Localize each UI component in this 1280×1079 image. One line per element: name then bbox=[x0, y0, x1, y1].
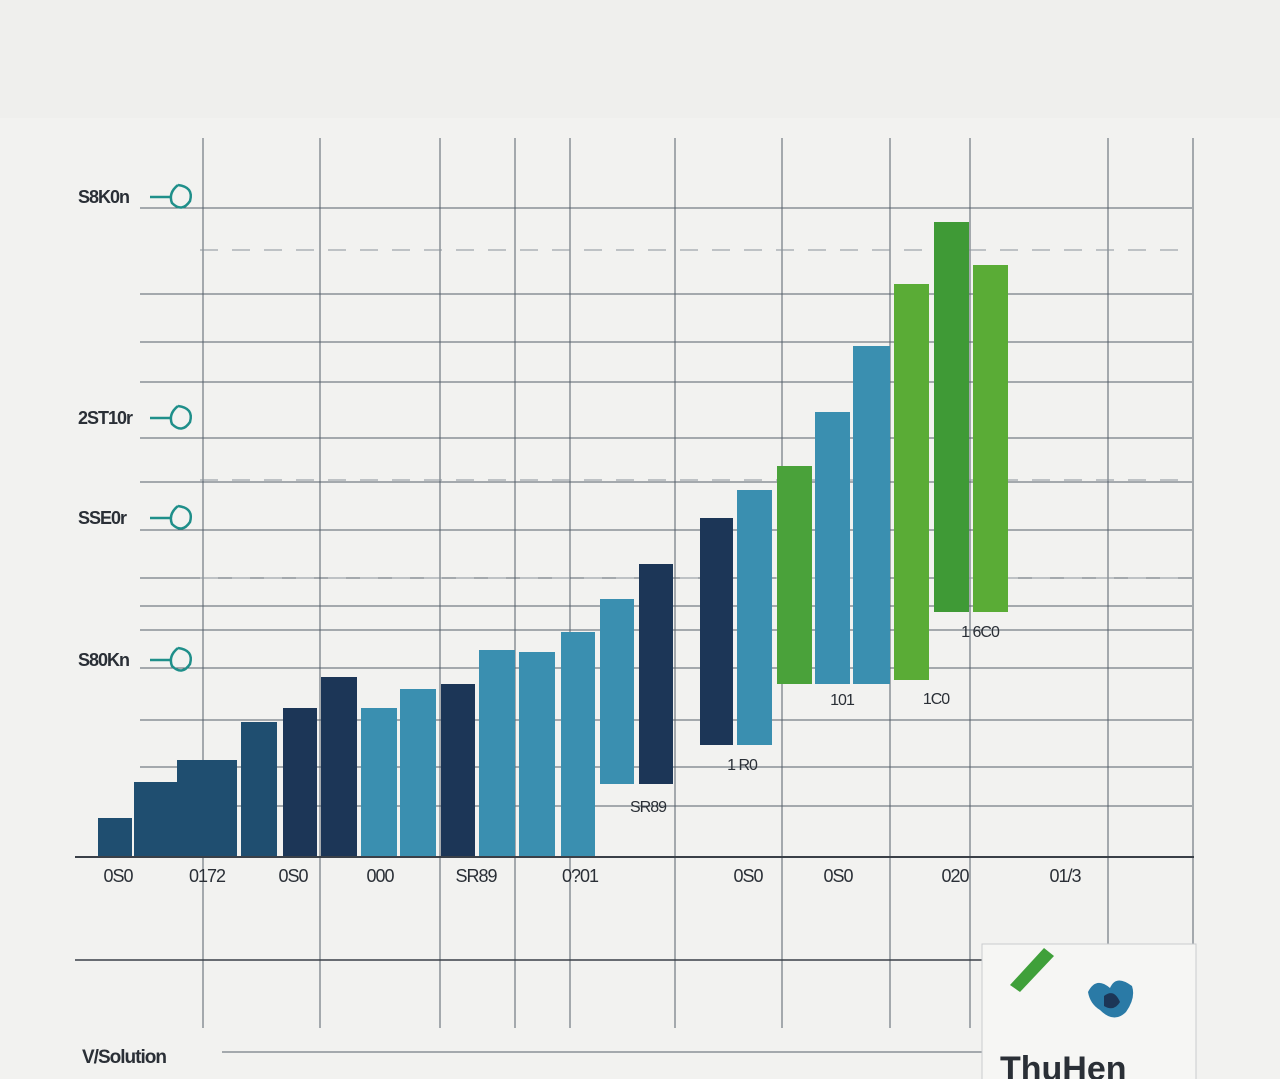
bar bbox=[777, 466, 812, 684]
data-label: 1C0 bbox=[923, 691, 950, 708]
y-tick-label: 2ST10r bbox=[78, 408, 133, 428]
bar bbox=[853, 346, 890, 684]
data-label: 1 6C0 bbox=[961, 624, 1000, 641]
logo-card: ThuHen bbox=[981, 943, 1197, 1079]
data-label: 101 bbox=[830, 692, 855, 709]
y-tick-marker-icon bbox=[150, 646, 192, 672]
bar bbox=[519, 652, 555, 857]
bar bbox=[737, 490, 772, 745]
x-tick-label: SR89 bbox=[455, 866, 497, 886]
bar bbox=[700, 518, 733, 745]
data-label: SR89 bbox=[630, 799, 667, 816]
x-tick-label: 0S0 bbox=[278, 866, 308, 886]
bar bbox=[134, 782, 178, 857]
x-tick-label: 0?01 bbox=[562, 866, 599, 886]
x-tick-label: 020 bbox=[941, 866, 969, 886]
bars bbox=[98, 222, 1008, 857]
x-tick-label: 000 bbox=[366, 866, 394, 886]
bar bbox=[441, 684, 475, 857]
bar bbox=[177, 760, 237, 857]
y-tick-marker-icon bbox=[150, 183, 192, 209]
x-axis-label: V/Solution bbox=[82, 1047, 166, 1068]
x-tick-label: 0S0 bbox=[823, 866, 853, 886]
bar bbox=[400, 689, 436, 857]
y-tick-marker-icon bbox=[150, 404, 192, 430]
data-labels: SR89 1 R0 101 1C0 1 6C0 bbox=[630, 624, 1001, 816]
bar bbox=[561, 632, 595, 857]
bar bbox=[600, 599, 634, 784]
bar bbox=[321, 677, 357, 857]
leaf-icon bbox=[1010, 948, 1054, 992]
bar bbox=[894, 284, 929, 680]
y-tick-marker-icon bbox=[150, 504, 192, 530]
bar bbox=[815, 412, 850, 684]
x-tick-label: 0S0 bbox=[103, 866, 133, 886]
bar bbox=[479, 650, 515, 857]
x-tick-label: 01/3 bbox=[1049, 866, 1081, 886]
bar bbox=[639, 564, 673, 784]
x-tick-label: 0172 bbox=[189, 866, 226, 886]
x-tick-label: 0S0 bbox=[733, 866, 763, 886]
bar bbox=[283, 708, 317, 857]
data-label: 1 R0 bbox=[727, 757, 758, 774]
bar bbox=[934, 222, 969, 612]
y-tick-label: S8K0n bbox=[78, 187, 129, 207]
logo-text: ThuHen bbox=[1000, 1050, 1127, 1079]
y-tick-label: SSE0r bbox=[78, 508, 127, 528]
bar bbox=[361, 708, 397, 857]
bar bbox=[98, 818, 132, 857]
x-axis-ticks: 0S0 0172 0S0 000 SR89 0?01 0S0 0S0 020 01/3 bbox=[103, 866, 1082, 886]
bar bbox=[241, 722, 277, 857]
y-axis-ticks: S8K0n 2ST10r SSE0r S80Kn bbox=[78, 183, 192, 672]
bar bbox=[973, 265, 1008, 612]
y-tick-label: S80Kn bbox=[78, 650, 129, 670]
